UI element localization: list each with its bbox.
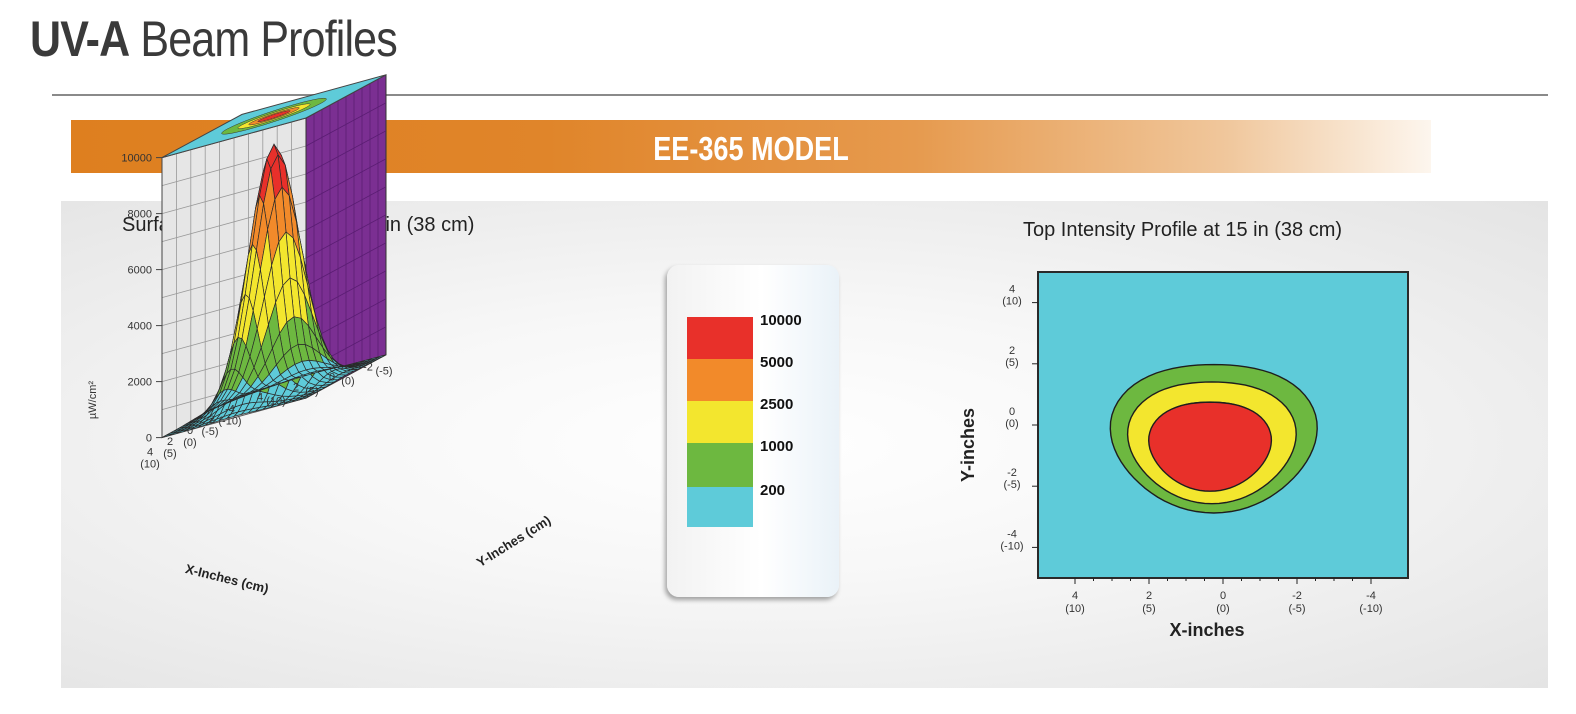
right-wall-grid <box>305 158 387 203</box>
y-tick-label-cm: (5) <box>1005 357 1018 369</box>
y-tick-label-cm: (0) <box>1005 418 1018 430</box>
y-tick-label-cm: (-10) <box>1000 540 1023 552</box>
x-tick-label-cm: (-5) <box>201 426 218 438</box>
y-tick-label: -2 <box>1007 467 1017 479</box>
legend-card: 10000 5000 2500 1000 200 <box>667 265 839 597</box>
x-tick-label-cm: (-10) <box>218 415 241 427</box>
x-tick-label-cm: (-5) <box>1288 603 1305 615</box>
y-tick-label-cm: (10) <box>266 395 286 407</box>
y-tick-label: 0 <box>1009 406 1015 418</box>
page-title-bold: UV-A <box>30 11 130 67</box>
legend-swatch <box>687 487 753 527</box>
right-wall-grid <box>305 102 387 147</box>
z-tick-label: 2000 <box>128 377 152 389</box>
y-tick-label-cm: (-5) <box>1003 479 1020 491</box>
right-wall-grid <box>305 130 387 175</box>
x-tick-label: 2 <box>1146 590 1152 602</box>
x-tick-label-cm: (5) <box>1142 603 1155 615</box>
z-tick-label: 10000 <box>121 153 152 165</box>
x-tick-label: 0 <box>1220 590 1226 602</box>
legend-swatch <box>687 443 753 487</box>
x-tick-label: 0 <box>187 425 193 437</box>
surface-chart-mesh <box>161 143 387 438</box>
legend-label: 2500 <box>760 396 794 413</box>
x-tick-label: -2 <box>1292 590 1302 602</box>
y-tick-label: 4 <box>257 391 263 403</box>
page-title-rest: Beam Profiles <box>129 11 397 67</box>
z-tick-label: 8000 <box>128 209 152 221</box>
x-tick-label: -2 <box>205 414 215 426</box>
x-tick-label: -4 <box>225 403 235 415</box>
y-tick-label: 2 <box>1009 345 1015 357</box>
left-wall-grid <box>161 145 307 186</box>
x-tick-label: 2 <box>167 436 173 448</box>
contour-chart-title: Top Intensity Profile at 15 in (38 cm) <box>1023 219 1343 241</box>
y-tick-label: 4 <box>1009 284 1015 296</box>
y-axis-label: Y-inches <box>958 408 978 482</box>
z-tick-label: 0 <box>146 433 152 445</box>
y-tick-label: 2 <box>293 382 299 394</box>
x-tick-label-cm: (0) <box>1216 603 1229 615</box>
z-tick-label: 6000 <box>128 265 152 277</box>
title-divider <box>52 94 1548 96</box>
z-tick-label: 4000 <box>128 321 152 333</box>
y-tick-label: -4 <box>1007 528 1017 540</box>
x-tick-label-cm: (-10) <box>1359 603 1382 615</box>
right-wall-grid <box>305 214 387 259</box>
contour-chart-plot: 4(10)2(5)0(0)-2(-5)-4(-10)4(10)2(5)0(0)-… <box>958 271 1409 640</box>
right-wall-grid <box>305 270 387 315</box>
x-tick-label: -4 <box>1366 590 1376 602</box>
legend-label: 10000 <box>760 312 802 329</box>
surface-cell <box>237 392 250 397</box>
legend-swatch <box>687 359 753 401</box>
x-tick-label-cm: (0) <box>183 437 196 449</box>
x-tick-label-cm: (10) <box>1065 603 1085 615</box>
y-tick-label-cm: (10) <box>1002 296 1022 308</box>
legend-label: 1000 <box>760 438 794 455</box>
y-tick-label: -2 <box>363 362 373 374</box>
y-tick-label-cm: (0) <box>341 376 354 388</box>
y-tick-label: 0 <box>329 372 335 384</box>
contour-level-10000 <box>1147 401 1273 492</box>
x-tick-label: 4 <box>147 447 153 459</box>
legend-swatch <box>687 317 753 359</box>
y-tick-label-cm: (-5) <box>375 366 392 378</box>
x-axis-label: X-inches <box>1169 620 1244 640</box>
x-tick-label-cm: (5) <box>163 448 176 460</box>
legend-swatch <box>687 401 753 443</box>
right-wall-grid <box>305 242 387 287</box>
x-tick-label: 4 <box>1072 590 1078 602</box>
y-tick-label-cm: (5) <box>305 386 318 398</box>
z-axis-label: µW/cm² <box>87 381 99 419</box>
model-banner-label: EE-365 MODEL <box>653 130 849 167</box>
legend-label: 5000 <box>760 354 794 371</box>
page-title: UV-A Beam Profiles <box>30 10 398 68</box>
legend-label: 200 <box>760 482 786 499</box>
right-wall-grid <box>305 186 387 231</box>
x-tick-label-cm: (10) <box>140 459 160 471</box>
top-cap-contour <box>257 110 291 123</box>
